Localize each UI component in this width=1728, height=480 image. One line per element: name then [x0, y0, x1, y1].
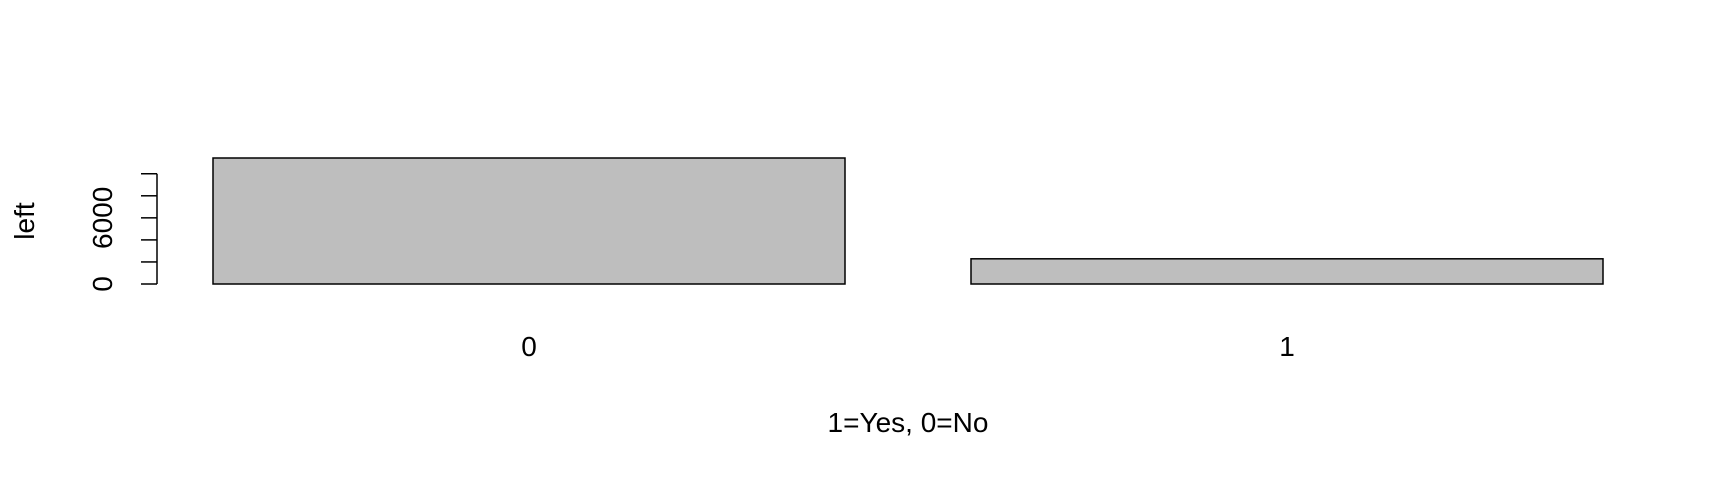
bar-0 — [212, 157, 846, 285]
y-tick-label-6000: 6000 — [87, 187, 118, 249]
category-label-1: 1 — [1279, 331, 1295, 362]
bars-layer — [212, 157, 1604, 285]
bar-1 — [970, 258, 1604, 285]
y-axis: 0 6000 — [87, 172, 158, 292]
y-axis-title: left — [9, 202, 40, 240]
y-tick-label-0: 0 — [87, 276, 118, 292]
category-label-0: 0 — [521, 331, 537, 362]
x-axis-title: 1=Yes, 0=No — [828, 407, 989, 438]
